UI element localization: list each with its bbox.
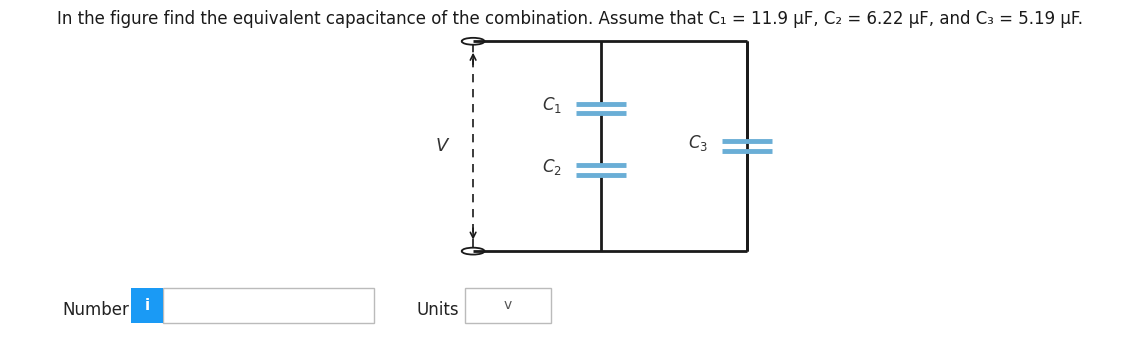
Text: v: v <box>504 299 512 312</box>
Text: $C_3$: $C_3$ <box>687 133 708 153</box>
Text: $C_2$: $C_2$ <box>543 157 562 177</box>
Text: $V$: $V$ <box>435 137 450 155</box>
FancyBboxPatch shape <box>163 288 374 323</box>
Text: Number: Number <box>63 301 130 319</box>
Text: i: i <box>145 298 149 313</box>
Text: Units: Units <box>416 301 458 319</box>
Text: In the figure find the equivalent capacitance of the combination. Assume that C₁: In the figure find the equivalent capaci… <box>57 10 1083 28</box>
Text: $C_1$: $C_1$ <box>542 95 562 115</box>
FancyBboxPatch shape <box>465 288 551 323</box>
FancyBboxPatch shape <box>131 288 163 323</box>
